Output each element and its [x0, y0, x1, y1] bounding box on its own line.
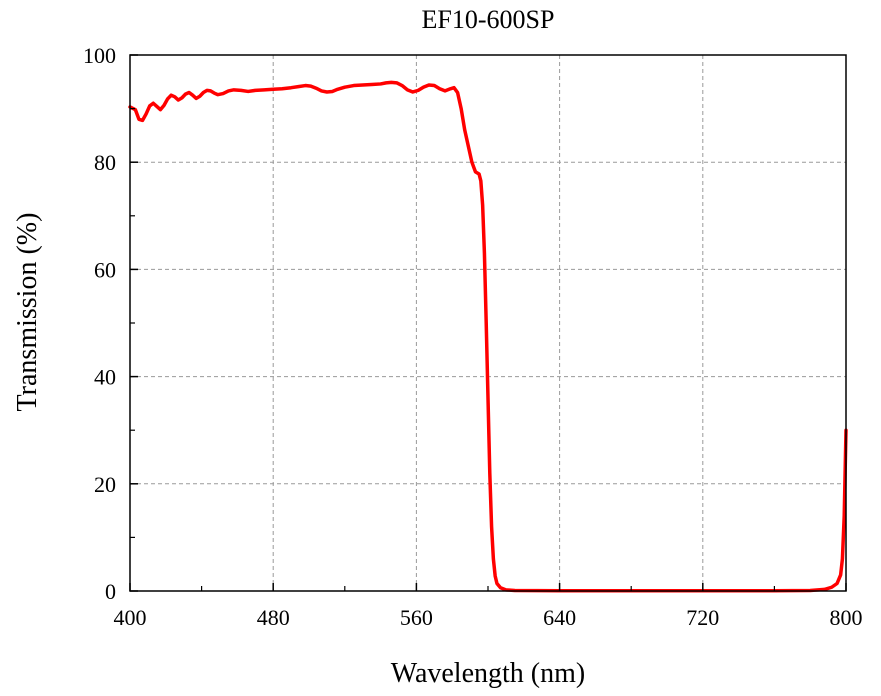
transmission-series-line: [128, 80, 848, 593]
y-axis-label: Transmission (%): [12, 213, 43, 412]
y-tick-label: 100: [83, 43, 116, 68]
x-tick-label: 640: [543, 605, 576, 630]
y-tick-label: 40: [94, 365, 116, 390]
y-tick-label: 20: [94, 472, 116, 497]
x-tick-label: 400: [114, 605, 147, 630]
x-tick-label: 720: [686, 605, 719, 630]
x-axis-label: Wavelength (nm): [391, 658, 585, 689]
series-group: [128, 80, 848, 593]
grid-lines: [130, 55, 846, 591]
y-tick-labels: 0 20 40 60 80 100: [83, 43, 116, 604]
x-tick-labels: 400 480 560 640 720 800: [114, 605, 863, 630]
axis-ticks: [129, 54, 847, 592]
y-tick-label: 0: [105, 579, 116, 604]
chart-title: EF10-600SP: [422, 5, 555, 34]
y-tick-label: 80: [94, 150, 116, 175]
y-tick-label: 60: [94, 257, 116, 282]
x-tick-label: 560: [400, 605, 433, 630]
x-tick-label: 480: [257, 605, 290, 630]
x-tick-label: 800: [830, 605, 863, 630]
